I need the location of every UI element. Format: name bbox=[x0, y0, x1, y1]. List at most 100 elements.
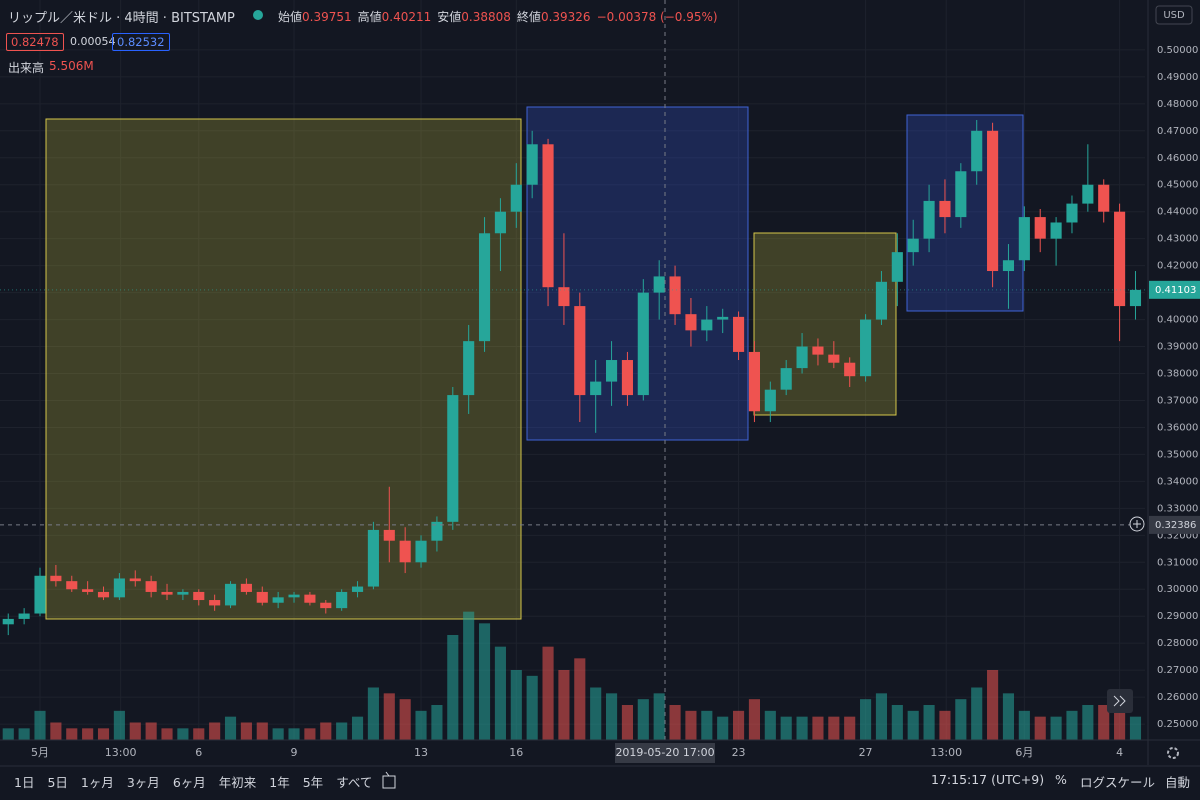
volume-bar bbox=[272, 728, 284, 740]
volume-bar bbox=[494, 646, 506, 740]
x-tick-label: 4 bbox=[1116, 746, 1123, 759]
volume-bar bbox=[653, 693, 665, 740]
candle-body bbox=[2, 618, 14, 625]
y-tick-label: 0.50000 bbox=[1157, 45, 1198, 56]
scroll-button[interactable] bbox=[1107, 689, 1133, 713]
range-button[interactable]: 6ヶ月 bbox=[172, 775, 206, 790]
y-tick-label: 0.43000 bbox=[1157, 234, 1198, 245]
volume-bar bbox=[383, 693, 395, 740]
x-tick-label: 16 bbox=[509, 746, 523, 759]
y-tick-label: 0.33000 bbox=[1157, 503, 1198, 514]
candle-body bbox=[193, 591, 205, 601]
ohlc-label: 終値 bbox=[516, 10, 541, 24]
volume-bar bbox=[1082, 705, 1094, 740]
candle-body bbox=[224, 583, 237, 606]
currency-select[interactable] bbox=[1155, 5, 1193, 25]
settings-icon[interactable] bbox=[1167, 747, 1179, 759]
candle-body bbox=[764, 389, 776, 412]
volume-bar bbox=[161, 728, 173, 740]
range-button[interactable]: 年初来 bbox=[218, 775, 257, 790]
volume-bars bbox=[2, 611, 1142, 740]
auto-toggle[interactable]: 自動 bbox=[1165, 775, 1191, 790]
candle-body bbox=[66, 581, 78, 590]
scroll-icon bbox=[1113, 695, 1126, 707]
range-button[interactable]: 1日 bbox=[14, 775, 35, 790]
symbol: リップル／米ドル · 4時間 · BITSTAMP bbox=[8, 11, 235, 26]
candle-body bbox=[415, 540, 427, 563]
volume-bar bbox=[66, 728, 78, 740]
y-tick-label: 0.30000 bbox=[1157, 584, 1198, 595]
volume-bar bbox=[812, 716, 824, 740]
candle-body bbox=[1050, 222, 1062, 239]
candle-body bbox=[494, 211, 506, 234]
volume-bar bbox=[2, 728, 14, 740]
crosshair-time-tag bbox=[615, 743, 715, 763]
volume-bar bbox=[193, 728, 205, 740]
range-button[interactable]: 1年 bbox=[269, 775, 290, 790]
y-tick-label: 0.26000 bbox=[1157, 692, 1198, 703]
crosshair-plus[interactable] bbox=[1129, 516, 1145, 532]
candle-body bbox=[701, 319, 713, 331]
currency[interactable]: USD bbox=[1163, 10, 1185, 21]
highlight-rect[interactable] bbox=[526, 106, 749, 441]
volume-bar bbox=[1002, 693, 1015, 740]
bid[interactable]: 0.82478 bbox=[6, 33, 64, 51]
volume-bar bbox=[907, 710, 919, 740]
range-button[interactable]: すべて bbox=[336, 775, 373, 790]
volume-bar bbox=[177, 728, 189, 740]
volume-bar bbox=[1114, 699, 1126, 740]
volume-bar bbox=[431, 705, 443, 740]
axes: 0.25000 0.26000 0.27000 0.28000 0.29000 0.300… bbox=[0, 45, 1200, 759]
ohlc-value: 0.38808 bbox=[461, 10, 511, 24]
volume-bar bbox=[463, 611, 475, 740]
range-button[interactable]: 5日 bbox=[47, 775, 68, 790]
candle-body bbox=[1129, 289, 1142, 307]
volume-bar bbox=[844, 716, 856, 740]
candle-body bbox=[891, 252, 903, 282]
highlight-rect[interactable] bbox=[753, 232, 897, 416]
candle-body bbox=[1114, 211, 1126, 307]
volume-bar bbox=[336, 722, 348, 740]
volume-bar bbox=[621, 705, 633, 740]
candle-body bbox=[542, 144, 554, 288]
volume-bar bbox=[145, 722, 157, 740]
y-tick-label: 0.46000 bbox=[1157, 153, 1198, 164]
candle-body bbox=[796, 346, 808, 369]
volume-bar bbox=[288, 728, 300, 740]
volume-value: 5.506M bbox=[49, 59, 94, 73]
candle-body bbox=[987, 130, 999, 272]
volume-bar bbox=[971, 687, 983, 740]
goto-date-icon[interactable] bbox=[382, 771, 396, 789]
volume-bar bbox=[50, 722, 62, 740]
percent-toggle[interactable]: % bbox=[1055, 772, 1067, 787]
highlight-rect[interactable] bbox=[45, 118, 522, 620]
candles bbox=[2, 120, 1142, 636]
candle-body bbox=[161, 591, 173, 595]
range-button[interactable]: 5年 bbox=[302, 775, 324, 790]
log-toggle[interactable]: ログスケール bbox=[1080, 775, 1156, 790]
volume-bar bbox=[669, 705, 681, 740]
candle-body bbox=[447, 395, 459, 522]
ohlc-label: 高値 bbox=[357, 10, 382, 24]
volume-bar bbox=[542, 646, 554, 740]
candle-body bbox=[336, 591, 348, 609]
volume-bar bbox=[129, 722, 141, 740]
volume-bar bbox=[891, 705, 903, 740]
ask[interactable]: 0.82532 bbox=[112, 33, 170, 51]
y-tick-label: 0.36000 bbox=[1157, 422, 1198, 433]
volume-bar bbox=[733, 710, 745, 740]
y-tick-label: 0.29000 bbox=[1157, 611, 1198, 622]
volume-bar bbox=[304, 728, 316, 740]
y-tick-label: 0.44000 bbox=[1157, 207, 1198, 218]
y-tick-label: 0.39000 bbox=[1157, 342, 1198, 353]
candle-body bbox=[1034, 217, 1046, 239]
range-button[interactable]: 3ヶ月 bbox=[126, 775, 160, 790]
volume-bar bbox=[1018, 710, 1030, 740]
x-tick-label: 6 bbox=[195, 746, 202, 759]
y-tick-label: 0.37000 bbox=[1157, 395, 1198, 406]
range-button[interactable]: 1ヶ月 bbox=[80, 775, 114, 790]
y-tick-label: 0.42000 bbox=[1157, 261, 1198, 272]
y-tick-label: 0.32000 bbox=[1157, 530, 1198, 541]
x-tick-label: 9 bbox=[291, 746, 298, 759]
volume-bar bbox=[685, 710, 697, 740]
